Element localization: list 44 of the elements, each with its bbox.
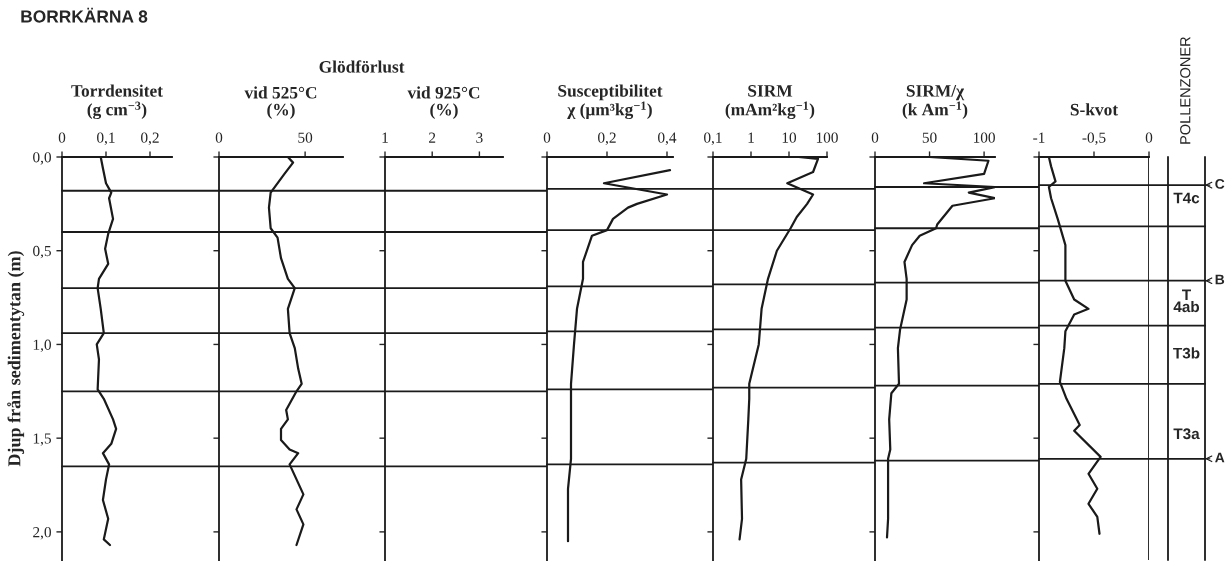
chart-title: Susceptibilitet χ (μm³kg$^{−1}$) <box>558 84 663 120</box>
x-tick-label: 10 <box>782 132 797 143</box>
y-tick-label: 2,0 <box>33 527 51 540</box>
x-tick-label: 0 <box>1145 132 1153 143</box>
y-tick-label: 1,0 <box>33 339 51 353</box>
y-tick-label: 1,5 <box>33 433 51 446</box>
x-tick-label: 0 <box>543 132 551 143</box>
x-tick-label: -1 <box>1033 132 1045 143</box>
chart-title: vid 925°C (%) <box>407 86 480 120</box>
x-tick-label: 0,1 <box>704 132 722 145</box>
y-tick-label: 0,5 <box>33 245 51 259</box>
text: T 4ab <box>1173 289 1200 313</box>
x-tick-label: 0,1 <box>97 132 115 145</box>
x-tick-label: 0,2 <box>141 132 159 145</box>
x-tick-label: 0 <box>215 132 223 143</box>
x-tick-label: 3 <box>476 132 483 143</box>
x-tick-label: 0 <box>871 132 879 143</box>
chart-title: SIRM/χ (k Am$^{−1}$) <box>902 85 968 119</box>
x-tick-label: 2 <box>429 132 436 143</box>
chart-title: S-kvot <box>1070 103 1119 116</box>
chart-title: Torrdensitet (g cm$^{−3}$) <box>71 84 163 120</box>
x-tick-label: -0,5 <box>1082 132 1106 145</box>
y-tick-label: 0,0 <box>33 152 51 165</box>
chart-title: SIRM (mAm²kg$^{−1}$) <box>725 85 815 120</box>
x-tick-label: 50 <box>922 132 937 143</box>
ref-line-label: C <box>1215 179 1225 189</box>
text: T3a <box>1173 428 1200 440</box>
x-tick-label: 100 <box>816 132 838 143</box>
x-tick-label: 1 <box>382 132 388 143</box>
ref-line-label: A <box>1215 452 1225 463</box>
x-tick-label: 0,4 <box>658 132 677 145</box>
x-tick-label: 100 <box>973 132 995 143</box>
x-tick-label: 50 <box>298 132 313 143</box>
text: POLLENZONER <box>1180 36 1191 144</box>
x-tick-label: 1 <box>748 132 754 143</box>
y-axis-title: Djup från sedimentytan (m) <box>7 251 25 467</box>
x-tick-label: 0 <box>58 132 66 143</box>
text: BORRKÄRNA 8 <box>21 7 148 23</box>
ref-line-label: B <box>1215 274 1225 285</box>
text: T3b <box>1173 347 1200 359</box>
chart-title: vid 525°C (%) <box>244 86 317 120</box>
x-tick-label: 0,2 <box>598 132 616 145</box>
text: Glödförlust <box>319 60 405 73</box>
text: T4c <box>1173 192 1200 204</box>
